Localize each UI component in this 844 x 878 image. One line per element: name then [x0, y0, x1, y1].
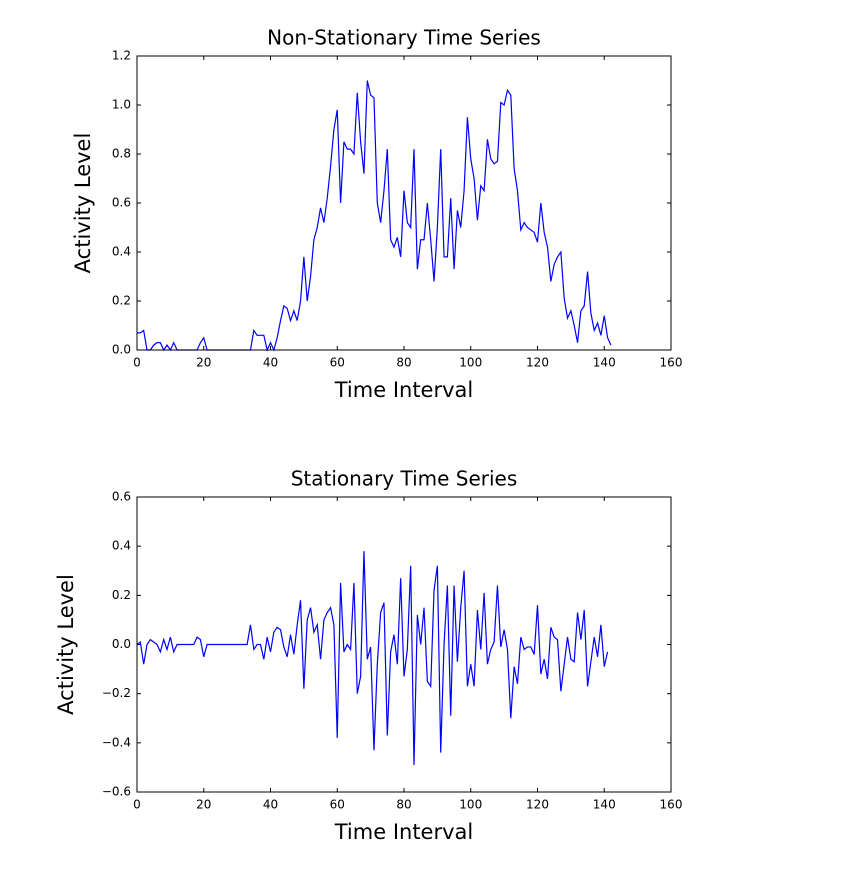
x-tick-label: 0	[133, 356, 141, 370]
x-tick-label: 40	[263, 798, 278, 812]
y-tick-label: 0.2	[112, 294, 131, 308]
y-tick-label: 0.0	[112, 343, 131, 357]
x-axis-label: Time Interval	[334, 820, 474, 844]
x-tick-label: 160	[660, 798, 683, 812]
x-tick-label: 160	[660, 356, 683, 370]
x-tick-label: 120	[526, 356, 549, 370]
data-line	[137, 80, 612, 352]
y-tick-label: 0.0	[112, 637, 131, 651]
plot-frame	[136, 55, 672, 351]
y-axis-label: Activity Level	[54, 574, 78, 715]
x-tick-label: 60	[330, 356, 345, 370]
x-tick-label: 20	[196, 356, 211, 370]
y-tick-label: 0.4	[112, 245, 131, 259]
y-tick-label: 1.0	[112, 98, 131, 112]
y-tick-label: 0.6	[112, 490, 131, 504]
x-tick-label: 80	[396, 798, 411, 812]
chart-title: Non-Stationary Time Series	[267, 26, 541, 50]
x-tick-label: 40	[263, 356, 278, 370]
x-tick-label: 80	[396, 356, 411, 370]
x-tick-label: 140	[593, 798, 616, 812]
y-tick-label: −0.6	[102, 785, 131, 799]
chart-title: Stationary Time Series	[291, 467, 518, 491]
x-tick-label: 20	[196, 798, 211, 812]
x-tick-label: 60	[330, 798, 345, 812]
plot-frame	[136, 496, 672, 793]
y-tick-label: 0.2	[112, 588, 131, 602]
y-tick-label: −0.2	[102, 686, 131, 700]
x-tick-label: 100	[459, 356, 482, 370]
y-tick-label: 1.2	[112, 49, 131, 63]
y-tick-label: 0.6	[112, 196, 131, 210]
x-tick-label: 120	[526, 798, 549, 812]
x-tick-label: 0	[133, 798, 141, 812]
x-tick-label: 100	[459, 798, 482, 812]
x-tick-label: 140	[593, 356, 616, 370]
x-axis-label: Time Interval	[334, 378, 474, 402]
y-tick-label: 0.4	[112, 539, 131, 553]
y-axis-label: Activity Level	[71, 133, 95, 274]
data-line	[136, 551, 609, 765]
y-tick-label: −0.4	[102, 735, 131, 749]
y-tick-label: 0.8	[112, 147, 131, 161]
